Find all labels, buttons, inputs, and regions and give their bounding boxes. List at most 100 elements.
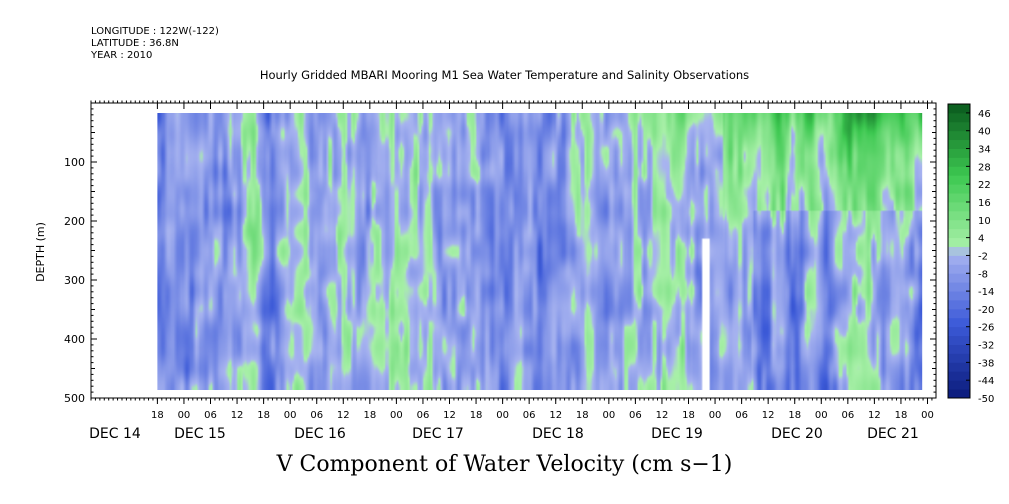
colorbar-band	[948, 273, 970, 283]
colorbar-band	[948, 362, 970, 372]
x-hour-tick-label: 06	[523, 410, 536, 421]
y-axis-label: DEPTH (m)	[34, 222, 47, 282]
x-hour-tick-label: 12	[656, 410, 669, 421]
colorbar-band	[948, 326, 970, 337]
colorbar-band	[948, 344, 970, 354]
colorbar-band	[948, 282, 970, 292]
colorbar-band	[948, 148, 970, 158]
colorbar-tick-label: 28	[978, 162, 991, 173]
colorbar-band	[948, 335, 970, 345]
colorbar-band	[948, 139, 970, 149]
x-hour-tick-label: 12	[443, 410, 456, 421]
colorbar-band	[948, 121, 970, 132]
x-hour-tick-label: 00	[815, 410, 828, 421]
x-hour-tick-label: 06	[204, 410, 217, 421]
colorbar-band	[948, 380, 970, 390]
x-hour-tick-label: 18	[788, 410, 801, 421]
x-day-label: DEC 15	[174, 426, 226, 442]
x-hour-tick-label: 00	[178, 410, 191, 421]
x-day-label: DEC 17	[412, 426, 464, 442]
colorbar-band	[948, 389, 970, 399]
colorbar-tick-label: -32	[978, 341, 994, 352]
chart-title: Hourly Gridded MBARI Mooring M1 Sea Wate…	[259, 68, 750, 82]
colorbar-tick-label: -14	[978, 287, 994, 298]
y-tick-label: 500	[64, 392, 85, 405]
colorbar-tick-label: 10	[978, 216, 991, 227]
colorbar-tick-label: 46	[978, 109, 991, 120]
colorbar-band	[948, 353, 970, 363]
colorbar-band	[948, 112, 970, 123]
colorbar-band	[948, 255, 970, 265]
x-hour-tick-label: 18	[895, 410, 908, 421]
colorbar-band	[948, 166, 970, 176]
x-hour-tick-label: 06	[417, 410, 430, 421]
x-hour-tick-label: 18	[470, 410, 483, 421]
colorbar-band	[948, 291, 970, 301]
x-hour-tick-label: 18	[257, 410, 270, 421]
colorbar-band	[948, 157, 970, 167]
y-axis: 100 200 300 400 500	[64, 102, 936, 405]
colorbar-band	[948, 246, 970, 256]
x-hour-tick-label: 06	[735, 410, 748, 421]
colorbar-band	[948, 210, 970, 221]
colorbar-band	[948, 228, 970, 239]
x-hour-tick-label: 12	[549, 410, 562, 421]
x-hour-tick-label: 12	[337, 410, 350, 421]
heatmap-field	[157, 113, 923, 390]
colorbar-tick-label: -8	[978, 269, 988, 280]
x-hour-tick-label: 12	[762, 410, 775, 421]
y-tick-label: 200	[64, 215, 85, 228]
x-hour-tick-label: 00	[602, 410, 615, 421]
colorbar-band	[948, 175, 970, 185]
colorbar-tick-label: 16	[978, 198, 991, 209]
x-hour-tick-label: 06	[629, 410, 642, 421]
year-label: YEAR : 2010	[91, 50, 153, 61]
colorbar-tick-label: -50	[978, 394, 994, 405]
y-tick-label: 300	[64, 274, 85, 287]
colorbar-band	[948, 104, 970, 114]
colorbar-band	[948, 237, 970, 247]
colorbar-band	[948, 202, 970, 212]
x-hour-tick-label: 06	[841, 410, 854, 421]
colorbar-band	[948, 219, 970, 230]
x-hour-tick-label: 12	[231, 410, 244, 421]
x-hour-tick-label: 00	[284, 410, 297, 421]
colorbar-tick-label: 22	[978, 180, 991, 191]
colorbar-tick-label: 40	[978, 127, 991, 138]
x-day-label: DEC 16	[294, 426, 346, 442]
x-day-label: DEC 20	[771, 426, 823, 442]
colorbar-tick-label: 4	[978, 234, 984, 245]
y-tick-label: 400	[64, 333, 85, 346]
x-axis: 18 00 06 12 18 00 06 12 18 00 06 12 18 00 06 12 18 00 06 12…	[89, 100, 934, 442]
x-day-label: DEC 19	[651, 426, 703, 442]
y-tick-label: 100	[64, 156, 85, 169]
colorbar-band	[948, 193, 970, 203]
latitude-label: LATITUDE : 36.8N	[91, 38, 179, 49]
colorbar-tick-label: -44	[978, 376, 994, 387]
x-hour-tick-label: 00	[921, 410, 934, 421]
x-hour-tick-label: 12	[868, 410, 881, 421]
x-day-label: DEC 18	[532, 426, 584, 442]
x-hour-tick-label: 00	[709, 410, 722, 421]
x-day-label: DEC 21	[867, 426, 919, 442]
colorbar-band	[948, 130, 970, 141]
colorbar-band	[948, 308, 970, 319]
colorbar-band	[948, 264, 970, 274]
colorbar-tick-label: 34	[978, 145, 991, 156]
colorbar: 46 40 34 28 22 16 10 4 -2 -8 -14 -20 -26 -32 -38 -44 -50	[947, 103, 994, 405]
colorbar-band	[948, 184, 970, 194]
longitude-label: LONGITUDE : 122W(-122)	[91, 26, 219, 37]
x-day-label: DEC 14	[89, 426, 141, 442]
colorbar-band	[948, 300, 970, 310]
x-hour-tick-label: 18	[576, 410, 589, 421]
x-hour-tick-label: 18	[363, 410, 376, 421]
x-hour-tick-label: 18	[682, 410, 695, 421]
colorbar-tick-label: -2	[978, 251, 988, 262]
colorbar-frame	[947, 103, 971, 399]
colorbar-tick-label: -26	[978, 323, 994, 334]
x-axis-title: V Component of Water Velocity (cm s−1)	[276, 452, 733, 477]
x-hour-tick-label: 06	[310, 410, 323, 421]
x-hour-tick-label: 18	[151, 410, 164, 421]
colorbar-band	[948, 317, 970, 328]
